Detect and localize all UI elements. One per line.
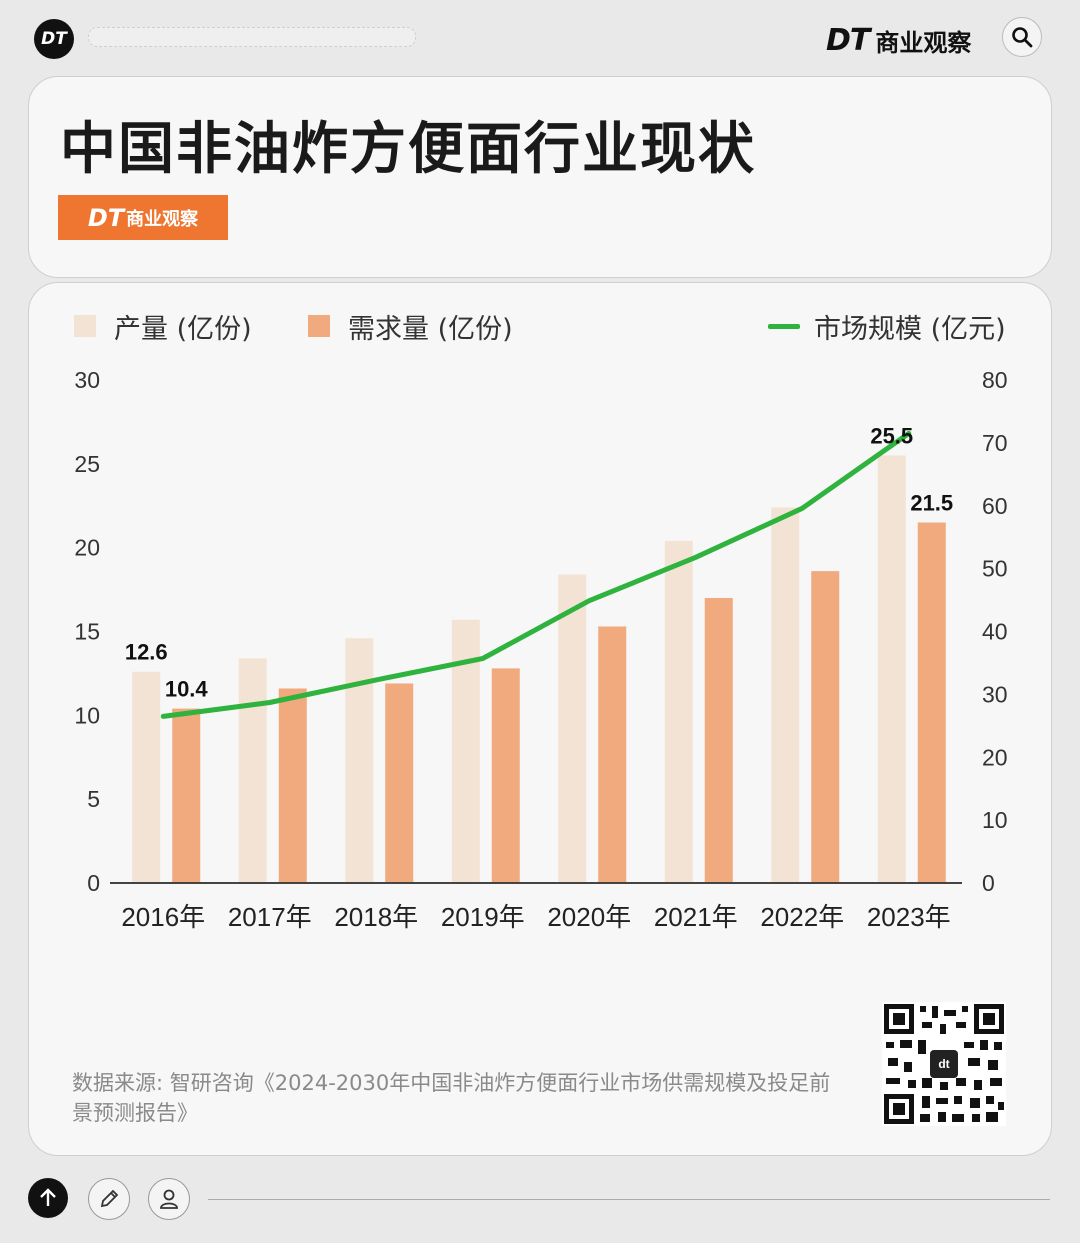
- bar-production: [558, 574, 587, 883]
- user-icon: [160, 1189, 178, 1209]
- bar-demand: [917, 522, 946, 883]
- y-right-tick-label: 50: [982, 556, 1008, 582]
- bar-production: [238, 658, 267, 883]
- y-left-tick-label: 5: [87, 786, 100, 812]
- y-right-tick-label: 10: [982, 807, 1008, 833]
- x-tick-label: 2017年: [228, 902, 312, 932]
- title-card: [28, 76, 1052, 278]
- legend-production: 产量 (亿份): [74, 306, 252, 346]
- x-tick-label: 2016年: [121, 902, 205, 932]
- bar-production: [345, 638, 374, 883]
- bar-demand: [598, 626, 627, 883]
- page-title: 中国非油炸方便面行业现状: [60, 117, 756, 182]
- data-label: 25.5: [870, 423, 913, 448]
- x-tick-label: 2020年: [547, 902, 631, 932]
- legend-market: 市场规模 (亿元): [768, 306, 1006, 346]
- top-bar: DT DT 商业观察: [0, 0, 1080, 78]
- bar-production: [771, 507, 800, 883]
- dt-logo-icon[interactable]: DT: [34, 19, 74, 59]
- x-tick-label: 2019年: [441, 902, 525, 932]
- y-left-tick-label: 20: [74, 535, 100, 561]
- search-button[interactable]: [1002, 17, 1042, 57]
- legend-demand: 需求量 (亿份): [308, 306, 513, 346]
- bar-demand: [704, 597, 733, 883]
- bar-demand: [491, 668, 520, 883]
- brand-logo: DT 商业观察: [826, 22, 971, 58]
- data-label: 12.6: [125, 640, 168, 665]
- bar-demand: [811, 571, 840, 883]
- legend-swatch-production: [74, 315, 96, 337]
- back-to-top-button[interactable]: [28, 1178, 68, 1218]
- x-tick-label: 2021年: [654, 902, 738, 932]
- bar-demand: [278, 688, 307, 883]
- chart-area: 0 5 10 15 20 25 30 0 10 20 30 40 50 60 70 80 2016年 2017年 2…: [74, 367, 1008, 932]
- bar-demand: [385, 683, 414, 883]
- legend-label-market: 市场规模 (亿元): [814, 313, 1006, 345]
- y-right-tick-label: 20: [982, 744, 1008, 770]
- search-icon: [1012, 27, 1033, 48]
- y-right-tick-label: 80: [982, 367, 1008, 393]
- brand-dt: DT: [826, 22, 870, 58]
- data-label: 10.4: [165, 677, 209, 702]
- x-tick-label: 2023年: [867, 902, 951, 932]
- pencil-icon: [100, 1189, 119, 1208]
- y-left-tick-label: 15: [74, 619, 100, 645]
- legend-line-market: [768, 323, 800, 329]
- y-left-tick-label: 30: [74, 367, 100, 393]
- profile-button[interactable]: [148, 1178, 190, 1220]
- qr-code[interactable]: dt: [882, 1002, 1006, 1126]
- y-left-tick-label: 10: [74, 702, 100, 728]
- bar-production: [132, 671, 161, 883]
- y-left-tick-label: 25: [74, 451, 100, 477]
- line-market-size: [160, 430, 912, 719]
- url-bar[interactable]: [88, 27, 416, 47]
- x-tick-label: 2022年: [760, 902, 844, 932]
- source-note: 数据来源: 智研咨询《2024-2030年中国非油炸方便面行业市场供需规模及投足…: [72, 1071, 831, 1125]
- legend-label-production: 产量 (亿份): [114, 313, 252, 345]
- legend-label-demand: 需求量 (亿份): [348, 313, 513, 345]
- svg-text:dt: dt: [938, 1057, 949, 1071]
- y-left-tick-label: 0: [87, 870, 100, 896]
- bar-production: [664, 540, 693, 883]
- edit-button[interactable]: [88, 1178, 130, 1220]
- tag-name: 商业观察: [126, 208, 199, 230]
- y-right-tick-label: 40: [982, 619, 1008, 645]
- brand-tag: DT 商业观察: [58, 195, 228, 240]
- bottom-nav: [0, 1170, 1080, 1230]
- y-right-tick-label: 30: [982, 681, 1008, 707]
- arrow-up-icon: [40, 1188, 56, 1206]
- legend-swatch-demand: [308, 315, 330, 337]
- data-label: 21.5: [910, 491, 953, 516]
- tag-dt: DT: [87, 203, 125, 232]
- x-tick-label: 2018年: [334, 902, 418, 932]
- divider: [208, 1199, 1050, 1200]
- y-right-tick-label: 60: [982, 493, 1008, 519]
- y-right-tick-label: 0: [982, 870, 995, 896]
- bar-production: [877, 455, 906, 883]
- brand-name: 商业观察: [875, 28, 972, 57]
- bar-demand: [172, 708, 201, 883]
- y-right-tick-label: 70: [982, 430, 1008, 456]
